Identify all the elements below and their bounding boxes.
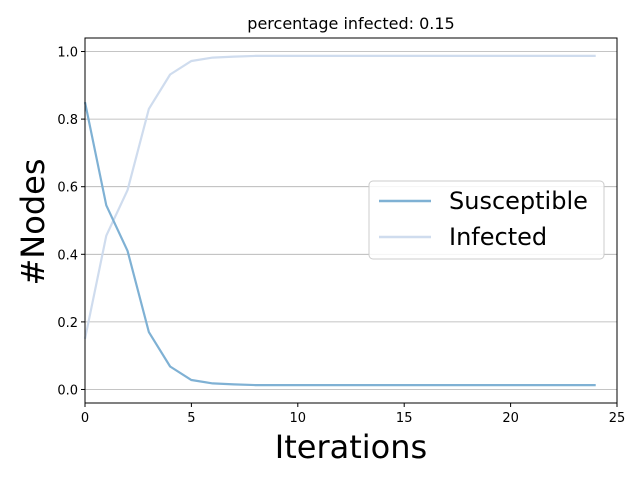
y-tick-label: 0.6 [57,181,78,196]
x-tick-label: 15 [396,411,413,426]
legend-label-infected: Infected [449,223,547,251]
plot-frame [84,37,618,404]
x-tick-label: 25 [609,411,626,426]
x-axis-label: Iterations [275,428,427,466]
y-tick-label: 0.4 [57,248,78,263]
chart-title: percentage infected: 0.15 [247,14,454,33]
x-tick-label: 20 [502,411,519,426]
y-tick-label: 0.0 [57,383,78,398]
series-layer [83,54,596,387]
legend: Susceptible Infected [368,180,605,260]
x-axis-ticks: 0 5 10 15 20 25 [81,403,625,426]
y-axis-ticks: 0.0 0.2 0.4 0.6 0.8 1.0 [57,46,85,398]
x-tick-label: 10 [290,411,307,426]
series-line-infected [83,54,596,340]
y-tick-label: 1.0 [57,46,78,61]
grid-lines [85,51,617,390]
y-axis-label: #Nodes [14,159,52,286]
legend-label-susceptible: Susceptible [449,187,588,215]
y-tick-label: 0.2 [57,316,78,331]
series-line-susceptible [83,101,596,387]
x-tick-label: 5 [187,411,195,426]
y-tick-label: 0.8 [57,113,78,128]
x-tick-label: 0 [81,411,89,426]
